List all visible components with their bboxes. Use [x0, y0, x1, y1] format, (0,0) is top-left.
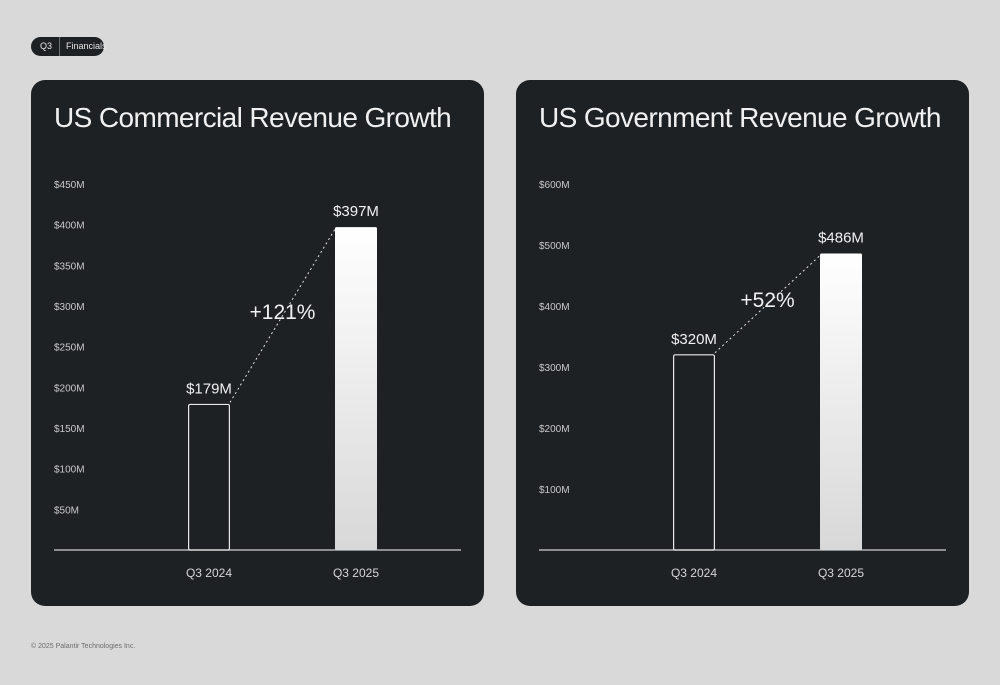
section-tag: Q3 Financials [31, 37, 107, 56]
growth-connector [229, 228, 336, 403]
government-revenue-chart: $100M $200M $300M $400M $500M $600M $320M Q3 20… [539, 180, 946, 580]
y-tick-label: $350M [54, 261, 85, 272]
y-tick-label: $100M [539, 485, 570, 496]
commercial-revenue-chart: $50M $100M $150M $200M $250M $300M $350M $400M $… [54, 180, 461, 580]
growth-connector [714, 255, 821, 354]
y-tick-label: $50M [54, 505, 79, 516]
bar-value-label: $320M [671, 331, 717, 348]
section-label: Financials [66, 41, 107, 51]
x-tick-label: Q3 2025 [333, 566, 379, 580]
bar-value-label: $397M [333, 203, 379, 220]
bar-value-label: $486M [818, 230, 864, 247]
bar-q3-2025 [820, 253, 862, 551]
government-chart-panel: US Government Revenue Growth $100M $200M $… [516, 80, 969, 606]
copyright-footer: © 2025 Palantir Technologies Inc. [31, 643, 136, 650]
x-tick-label: Q3 2025 [818, 566, 864, 580]
bar-value-label: $179M [186, 380, 232, 397]
chart-title: US Government Revenue Growth [539, 102, 941, 133]
y-tick-label: $200M [54, 383, 85, 394]
y-tick-label: $100M [54, 465, 85, 476]
y-tick-label: $150M [54, 424, 85, 435]
commercial-chart-panel: US Commercial Revenue Growth $50M $100M $1… [31, 80, 484, 606]
x-tick-label: Q3 2024 [186, 566, 232, 580]
y-tick-label: $600M [539, 180, 570, 191]
y-tick-label: $400M [539, 302, 570, 313]
y-tick-label: $300M [54, 302, 85, 313]
quarter-label: Q3 [31, 37, 61, 56]
y-tick-label: $250M [54, 343, 85, 354]
bar-q3-2025 [335, 227, 377, 550]
y-tick-label: $450M [54, 180, 85, 191]
y-tick-label: $400M [54, 221, 85, 232]
y-tick-label: $500M [539, 241, 570, 252]
growth-percent-label: +121% [250, 301, 316, 324]
y-tick-label: $300M [539, 363, 570, 374]
growth-percent-label: +52% [740, 289, 794, 312]
bar-q3-2024 [673, 354, 716, 551]
x-tick-label: Q3 2024 [671, 566, 717, 580]
y-tick-label: $200M [539, 424, 570, 435]
chart-title: US Commercial Revenue Growth [54, 102, 452, 133]
bar-q3-2024 [188, 403, 231, 551]
